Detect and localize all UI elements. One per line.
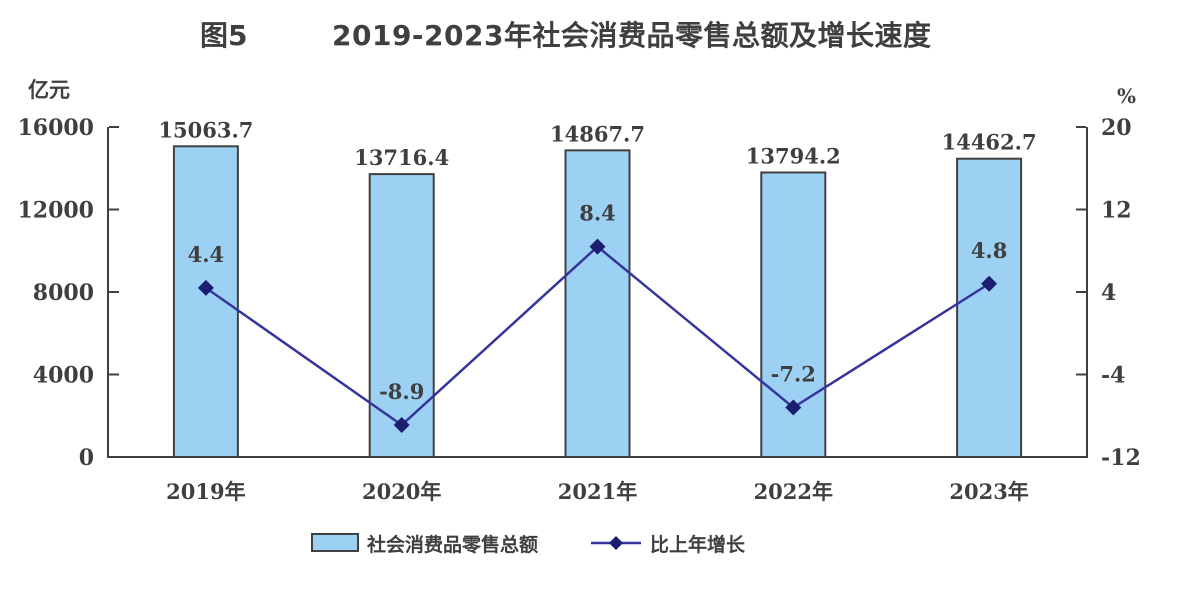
growth-marker [589, 238, 606, 255]
chart-title: 2019-2023年社会消费品零售总额及增长速度 [332, 19, 932, 52]
right-axis-tick-label: -4 [1101, 363, 1125, 389]
left-axis-unit: 亿元 [28, 77, 70, 102]
legend-line-label: 比上年增长 [650, 533, 746, 556]
x-axis-label: 2021年 [558, 479, 637, 504]
bar-value-label: 14462.7 [942, 130, 1037, 155]
left-axis-tick-label: 16000 [17, 115, 94, 141]
right-axis-tick-label: 4 [1101, 280, 1116, 306]
figure-number-label: 图5 [200, 19, 248, 52]
x-axis-label: 2023年 [949, 479, 1028, 504]
bar-value-label: 13794.2 [746, 143, 841, 168]
legend-bar-swatch [311, 533, 359, 552]
left-axis-tick-label: 4000 [33, 363, 94, 389]
bar-value-label: 15063.7 [158, 117, 253, 142]
growth-value-label: 4.4 [188, 242, 225, 267]
bar-value-label: 14867.7 [550, 121, 645, 146]
left-axis-tick-label: 12000 [17, 198, 94, 224]
bar-2020年 [368, 173, 435, 458]
legend-bar-label: 社会消费品零售总额 [366, 533, 538, 556]
chart-title-row: 图5 2019-2023年社会消费品零售总额及增长速度 [0, 14, 1187, 54]
bar-2021年 [564, 149, 631, 458]
bar-2023年 [956, 157, 1023, 458]
growth-marker [785, 399, 802, 416]
left-axis-tick-label: 8000 [33, 280, 94, 306]
growth-value-label: -8.9 [379, 379, 424, 404]
legend-line-marker [609, 536, 623, 550]
right-axis-tick-label: -12 [1101, 445, 1141, 471]
right-axis-tick-label: 12 [1101, 198, 1132, 224]
bar-value-label: 13716.4 [354, 145, 449, 170]
growth-marker [197, 279, 214, 296]
growth-value-label: 8.4 [579, 201, 616, 226]
right-axis-unit: % [1117, 84, 1136, 108]
growth-value-label: 4.8 [971, 238, 1008, 263]
bar-2019年 [172, 145, 239, 458]
right-axis-tick-label: 20 [1101, 115, 1132, 141]
growth-marker [981, 275, 998, 292]
growth-value-label: -7.2 [771, 362, 816, 387]
x-axis-label: 2019年 [166, 479, 245, 504]
growth-marker [393, 417, 410, 434]
left-axis-tick-label: 0 [79, 445, 94, 471]
x-axis-label: 2022年 [754, 479, 833, 504]
x-axis-label: 2020年 [362, 479, 441, 504]
